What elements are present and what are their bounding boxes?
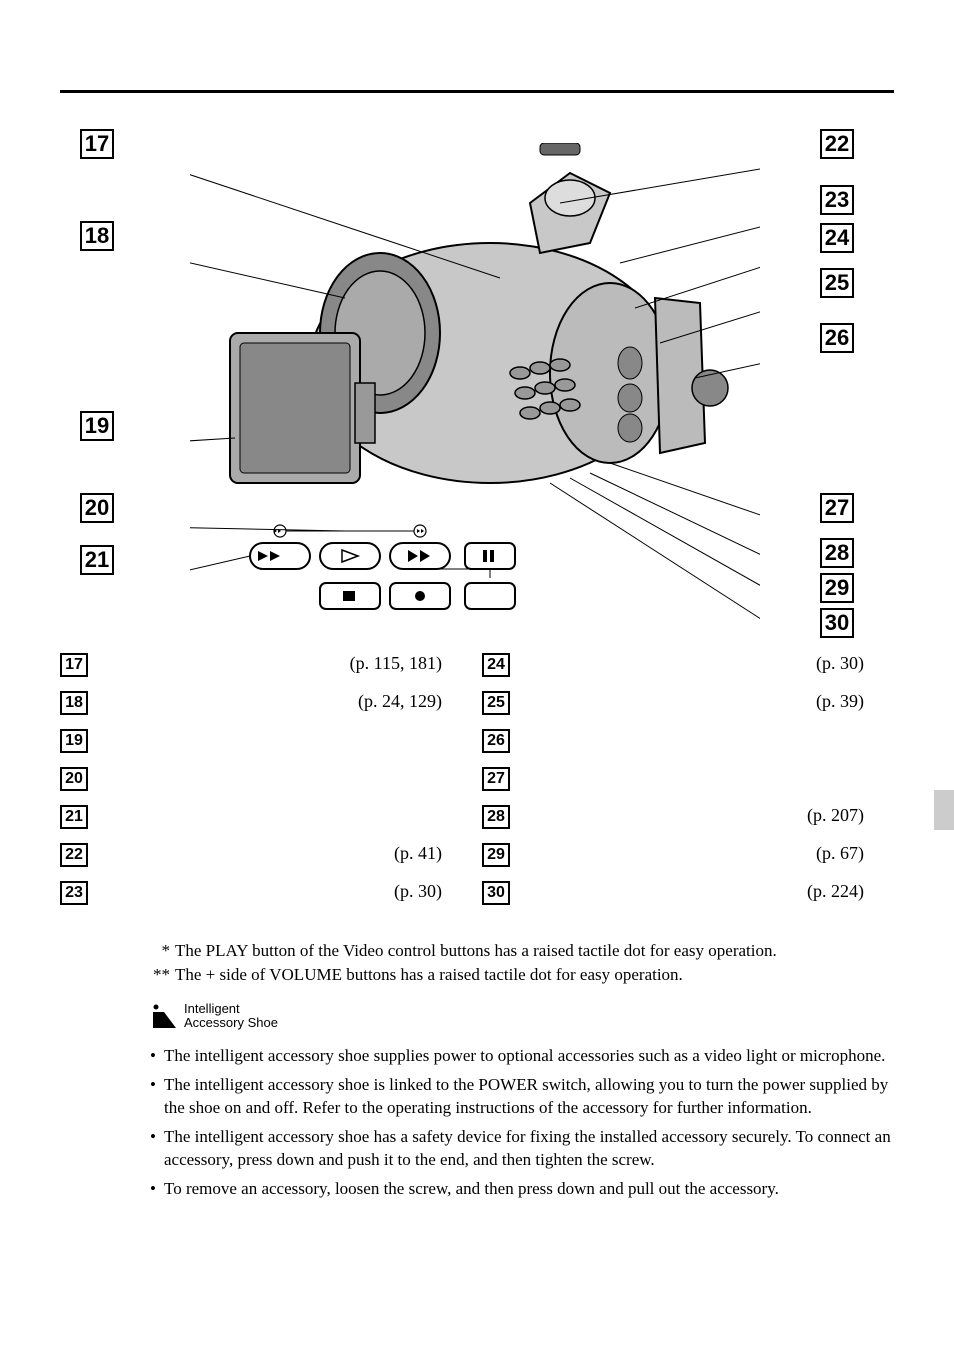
footnote: ** The + side of VOLUME buttons has a ra…: [150, 963, 894, 987]
footnotes: * The PLAY button of the Video control b…: [150, 939, 894, 987]
callout-30: 30: [820, 608, 854, 638]
entry-text: (p. 207): [520, 805, 894, 826]
diagram-area: 1718192021 222324252627282930: [60, 123, 894, 633]
entry-text: (p. 30): [520, 653, 894, 674]
footnote-marker: **: [150, 963, 175, 987]
entry-row-25: 25 (p. 39): [482, 691, 894, 715]
entry-num: 29: [482, 843, 510, 867]
entry-num: 17: [60, 653, 88, 677]
entry-num: 18: [60, 691, 88, 715]
page-wrap: 17 18 19 20 21 22 23 24 25 26 27 28 29 30 17 (p. 115,…: [60, 90, 894, 1201]
shoe-label: Intelligent Accessory Shoe: [184, 1002, 278, 1031]
bullet-dot: •: [150, 1074, 164, 1120]
shoe-label-line1: Intelligent: [184, 1002, 278, 1016]
footnote: * The PLAY button of the Video control b…: [150, 939, 894, 963]
callout-26: 26: [820, 323, 854, 353]
entry-num: 25: [482, 691, 510, 715]
entry-num: 23: [60, 881, 88, 905]
entry-text: (p. 224): [520, 881, 894, 902]
callout-17: 17: [80, 129, 114, 159]
note-bullet: •To remove an accessory, loosen the scre…: [150, 1178, 894, 1201]
callout-18: 18: [80, 221, 114, 251]
note-bullet: •The intelligent accessory shoe has a sa…: [150, 1126, 894, 1172]
note-bullet: •The intelligent accessory shoe is linke…: [150, 1074, 894, 1120]
entry-num: 30: [482, 881, 510, 905]
footnote-marker: *: [150, 939, 175, 963]
entry-row-26: 26: [482, 729, 894, 753]
entry-num: 28: [482, 805, 510, 829]
entry-num: 24: [482, 653, 510, 677]
bullet-text: The intelligent accessory shoe supplies …: [164, 1045, 885, 1068]
entry-num: 22: [60, 843, 88, 867]
entry-text: (p. 115, 181): [98, 653, 472, 674]
accessory-shoe-logo: Intelligent Accessory Shoe: [150, 1002, 894, 1031]
entries-right-col: 24 (p. 30) 25 (p. 39) 26 27 28 (p. 207) 29 (p. 67…: [482, 653, 894, 919]
shoe-icon: [150, 1002, 178, 1030]
entries-left-col: 17 (p. 115, 181) 18 (p. 24, 129) 19 20 21 22 (p.…: [60, 653, 472, 919]
notes-list: •The intelligent accessory shoe supplies…: [150, 1045, 894, 1201]
bullet-dot: •: [150, 1178, 164, 1201]
bullet-dot: •: [150, 1045, 164, 1068]
entry-num: 20: [60, 767, 88, 791]
entry-num: 26: [482, 729, 510, 753]
shoe-label-line2: Accessory Shoe: [184, 1016, 278, 1030]
entry-num: 27: [482, 767, 510, 791]
footnote-text: The PLAY button of the Video control but…: [175, 939, 777, 963]
callout-19: 19: [80, 411, 114, 441]
footnote-text: The + side of VOLUME buttons has a raise…: [175, 963, 683, 987]
entry-row-30: 30 (p. 224): [482, 881, 894, 905]
entry-text: (p. 39): [520, 691, 894, 712]
entry-row-28: 28 (p. 207): [482, 805, 894, 829]
page-edge-tab: [934, 790, 954, 830]
entry-text: (p. 24, 129): [98, 691, 472, 712]
entries-columns: 17 (p. 115, 181) 18 (p. 24, 129) 19 20 21 22 (p.…: [60, 653, 894, 919]
entry-row-19: 19: [60, 729, 472, 753]
bullet-text: The intelligent accessory shoe is linked…: [164, 1074, 894, 1120]
callout-27: 27: [820, 493, 854, 523]
camera-illustration: [190, 143, 760, 623]
entry-row-22: 22 (p. 41): [60, 843, 472, 867]
callout-29: 29: [820, 573, 854, 603]
callout-20: 20: [80, 493, 114, 523]
callout-23: 23: [820, 185, 854, 215]
note-bullet: •The intelligent accessory shoe supplies…: [150, 1045, 894, 1068]
callout-28: 28: [820, 538, 854, 568]
callout-22: 22: [820, 129, 854, 159]
bullet-text: To remove an accessory, loosen the screw…: [164, 1178, 779, 1201]
entry-num: 19: [60, 729, 88, 753]
entry-num: 21: [60, 805, 88, 829]
header-divider: [60, 90, 894, 93]
entry-row-24: 24 (p. 30): [482, 653, 894, 677]
entry-row-21: 21: [60, 805, 472, 829]
callout-25: 25: [820, 268, 854, 298]
entry-text: (p. 41): [98, 843, 472, 864]
entry-row-29: 29 (p. 67): [482, 843, 894, 867]
entry-text: (p. 67): [520, 843, 894, 864]
bullet-text: The intelligent accessory shoe has a saf…: [164, 1126, 894, 1172]
entry-row-18: 18 (p. 24, 129): [60, 691, 472, 715]
entry-row-17: 17 (p. 115, 181): [60, 653, 472, 677]
entry-text: (p. 30): [98, 881, 472, 902]
callout-24: 24: [820, 223, 854, 253]
entry-row-23: 23 (p. 30): [60, 881, 472, 905]
bullet-dot: •: [150, 1126, 164, 1172]
entry-row-27: 27: [482, 767, 894, 791]
entry-row-20: 20: [60, 767, 472, 791]
callout-21: 21: [80, 545, 114, 575]
